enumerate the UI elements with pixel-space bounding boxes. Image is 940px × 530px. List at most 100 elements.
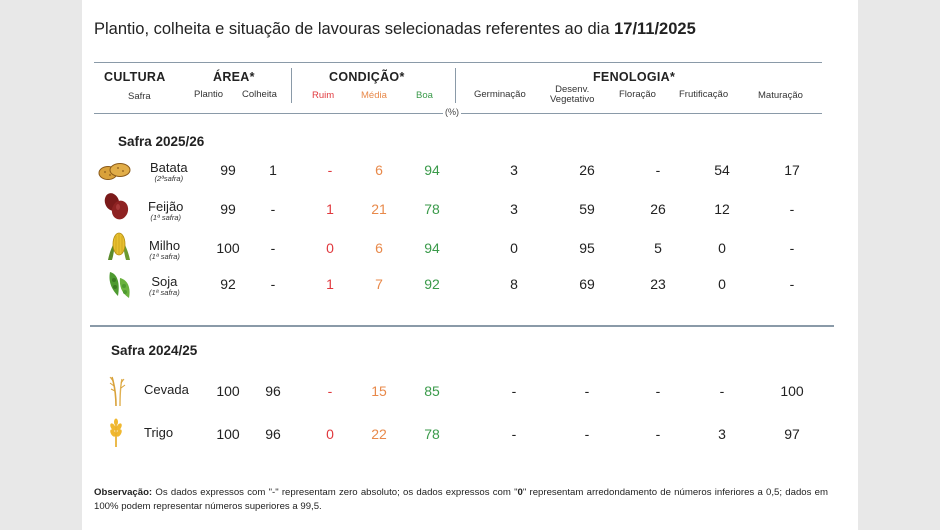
footnote-text-1: Os dados expressos com "-" representam z… — [152, 487, 518, 498]
header-desenv-vegetativo: Desenv. Vegetativo — [550, 85, 594, 105]
barley-icon — [104, 375, 128, 412]
cell-media: 6 — [375, 162, 383, 178]
cell-colheita: - — [270, 240, 276, 256]
crop-season: (1ª safra) — [149, 252, 180, 261]
header-media: Média — [361, 90, 387, 101]
header-cultura: CULTURA — [104, 70, 166, 84]
header-condicao: CONDIÇÃO* — [329, 70, 405, 84]
cell-plantio: 100 — [216, 383, 240, 399]
cell-floracao: 23 — [650, 276, 666, 292]
cell-germinacao: 3 — [510, 201, 518, 217]
header-frutificacao: Frutificação — [679, 89, 729, 100]
cell-desenv: - — [584, 426, 590, 442]
header-germinacao: Germinação — [474, 89, 526, 100]
footnote-label: Observação: — [94, 487, 153, 498]
cell-ruim: - — [327, 162, 333, 178]
crop-name: Soja — [151, 274, 178, 289]
cell-colheita: 96 — [265, 383, 281, 399]
cell-desenv: 95 — [579, 240, 595, 256]
cell-colheita: 1 — [269, 162, 277, 178]
header-divider-2 — [455, 68, 456, 103]
cell-boa: 85 — [424, 383, 440, 399]
cell-ruim: 0 — [326, 426, 334, 442]
corn-icon — [104, 230, 134, 267]
header-plantio: Plantio — [194, 89, 224, 100]
cell-frutificacao: 0 — [718, 276, 726, 292]
cell-floracao: - — [655, 383, 661, 399]
cell-floracao: - — [655, 426, 661, 442]
header-top-rule — [94, 62, 822, 63]
section-divider — [90, 325, 834, 327]
cell-germinacao: - — [511, 426, 517, 442]
header-desenv-line2: Vegetativo — [550, 94, 595, 105]
cell-germinacao: 8 — [510, 276, 518, 292]
crop-name: Cevada — [144, 382, 189, 397]
crop-label: Batata (2ªsafra) — [150, 161, 188, 183]
cell-ruim: 0 — [326, 240, 334, 256]
cell-floracao: 5 — [654, 240, 662, 256]
header-area: ÁREA* — [213, 70, 255, 84]
crop-label: Milho (1ª safra) — [149, 239, 180, 261]
crop-label: Feijão (1ª safra) — [148, 200, 183, 222]
wheat-icon — [104, 418, 128, 453]
crop-season: (2ªsafra) — [154, 174, 184, 183]
section-label-2025-26: Safra 2025/26 — [118, 134, 205, 149]
percent-unit-label: (%) — [443, 107, 461, 117]
cell-media: 15 — [371, 383, 387, 399]
title-date: 17/11/2025 — [614, 20, 696, 38]
header-colheita: Colheita — [242, 89, 277, 100]
footnote-zero: 0 — [517, 487, 523, 498]
cell-plantio: 99 — [220, 201, 236, 217]
cell-maturacao: 100 — [780, 383, 804, 399]
cell-frutificacao: 0 — [718, 240, 726, 256]
footnote-text-2: " representam arredondamento de números … — [94, 487, 828, 512]
page-title: Plantio, colheita e situação de lavouras… — [94, 20, 696, 39]
crop-name: Batata — [150, 160, 188, 175]
header-safra: Safra — [128, 91, 151, 102]
cell-boa: 78 — [424, 426, 440, 442]
cell-maturacao: - — [789, 276, 795, 292]
cell-media: 7 — [375, 276, 383, 292]
cell-plantio: 92 — [220, 276, 236, 292]
cell-frutificacao: 54 — [714, 162, 730, 178]
cell-ruim: - — [327, 383, 333, 399]
cell-germinacao: - — [511, 383, 517, 399]
cell-maturacao: 17 — [784, 162, 800, 178]
cell-colheita: - — [270, 276, 276, 292]
cell-colheita: - — [270, 201, 276, 217]
cell-maturacao: 97 — [784, 426, 800, 442]
cell-ruim: 1 — [326, 201, 334, 217]
cell-desenv: - — [584, 383, 590, 399]
header-boa: Boa — [416, 90, 433, 101]
cell-media: 22 — [371, 426, 387, 442]
crop-label: Trigo — [144, 426, 173, 439]
title-text: Plantio, colheita e situação de lavouras… — [94, 20, 615, 38]
cell-boa: 94 — [424, 240, 440, 256]
cell-media: 6 — [375, 240, 383, 256]
crop-name: Trigo — [144, 425, 174, 440]
header-desenv-line1: Desenv. — [555, 84, 590, 95]
section-label-2024-25: Safra 2024/25 — [111, 343, 198, 358]
cell-floracao: - — [655, 162, 661, 178]
cell-boa: 78 — [424, 201, 440, 217]
soybean-icon — [104, 268, 134, 305]
cell-floracao: 26 — [650, 201, 666, 217]
cell-germinacao: 0 — [510, 240, 518, 256]
crop-season: (1ª safra) — [150, 213, 182, 222]
potato-icon — [98, 160, 132, 187]
bean-icon — [103, 191, 131, 226]
cell-media: 21 — [371, 201, 387, 217]
footnote: Observação: Os dados expressos com "-" r… — [94, 486, 828, 513]
cell-plantio: 100 — [216, 426, 240, 442]
crop-season: (1ª safra) — [149, 288, 180, 297]
cell-boa: 92 — [424, 276, 440, 292]
crop-name: Feijão — [148, 199, 184, 214]
header-ruim: Ruim — [312, 90, 335, 101]
header-maturacao: Maturação — [758, 90, 803, 101]
cell-ruim: 1 — [326, 276, 334, 292]
cell-plantio: 100 — [216, 240, 240, 256]
cell-frutificacao: 12 — [714, 201, 730, 217]
cell-colheita: 96 — [265, 426, 281, 442]
cell-desenv: 69 — [579, 276, 595, 292]
crop-label: Cevada — [144, 383, 189, 396]
